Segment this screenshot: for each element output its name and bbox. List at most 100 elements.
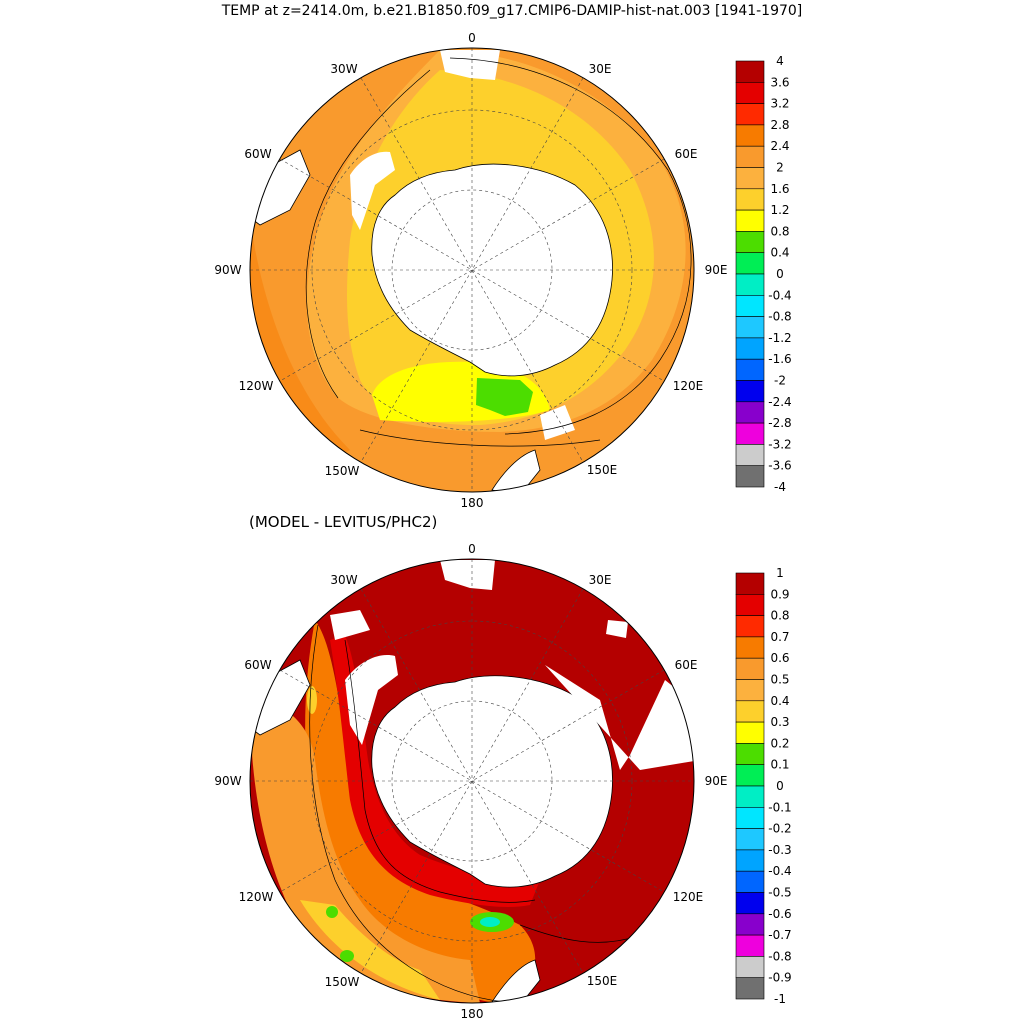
bottom-colorbar-label: 0.3: [770, 715, 789, 729]
top-colorbar-label: -2: [774, 374, 786, 388]
bottom-colorbar-swatch: [735, 956, 765, 979]
bottom-colorbar-label: 0: [776, 779, 784, 793]
bottom-colorbar: 1 0.9 0.8 0.7 0.6 0.5 0.4 0.3 0.2 0.1 0 -0.1 -0.2 -0.…: [735, 566, 792, 1006]
top-new-zealand: [491, 449, 541, 492]
bottom-lon-label: 180: [461, 1007, 484, 1021]
top-colorbar-label: 0.4: [770, 246, 789, 260]
bottom-lon-label: 120E: [673, 890, 704, 904]
top-colorbar-label: -1.6: [768, 352, 791, 366]
top-colorbar-label: -3.2: [768, 437, 791, 451]
top-colorbar-label: 0.8: [770, 224, 789, 238]
bottom-colorbar-label: 0.2: [770, 736, 789, 750]
top-colorbar-label: 4: [776, 54, 784, 68]
top-lon-label: 60E: [675, 147, 698, 161]
bottom-colorbar-swatch: [735, 870, 765, 893]
bottom-colorbar-swatch: [735, 806, 765, 829]
bottom-meridian-120: [279, 669, 665, 893]
bottom-lon-label: 120W: [239, 890, 274, 904]
bottom-lon-label: 60E: [675, 658, 698, 672]
top-colorbar-label: -2.8: [768, 416, 791, 430]
bottom-meridian-60: [279, 669, 665, 893]
bottom-colorbar-label: 0.9: [770, 587, 789, 601]
bottom-field-green-spot-2: [340, 950, 354, 962]
bottom-colorbar-label: 0.5: [770, 673, 789, 687]
top-lon-label: 120W: [239, 379, 274, 393]
bottom-field-yellow: [300, 900, 440, 1000]
bottom-colorbar-label: 0.6: [770, 651, 789, 665]
bottom-meridian-30: [360, 588, 584, 974]
top-colorbar-swatch: [735, 465, 765, 488]
bottom-colorbar-label: -0.2: [768, 822, 791, 836]
bottom-colorbar-swatch: [735, 913, 765, 936]
top-lon-label: 30E: [589, 62, 612, 76]
top-meridian-150: [360, 77, 584, 463]
top-lon-label: 90W: [214, 263, 241, 277]
top-coast-gap-north: [440, 50, 500, 80]
bottom-colorbar-label: -0.3: [768, 843, 791, 857]
top-colorbar-label: 0: [776, 267, 784, 281]
bottom-colorbar-swatch: [735, 849, 765, 872]
bottom-contour-1: [309, 624, 506, 1003]
bottom-colorbar-swatch: [735, 679, 765, 702]
top-colorbar-label: 2.8: [770, 118, 789, 132]
bottom-lon-label: 60W: [244, 658, 271, 672]
bottom-colorbar-label: 1: [776, 566, 784, 580]
top-longitude-labels: 0 30E 60E 90E 120E 150E 180 150W 120W 90…: [214, 31, 727, 510]
figure-title: TEMP at z=2414.0m, b.e21.B1850.f09_g17.C…: [221, 3, 803, 19]
bottom-colorbar-swatch: [735, 636, 765, 659]
top-lon-label: 60W: [244, 147, 271, 161]
bottom-new-zealand: [491, 959, 541, 1003]
bottom-field-yellow-spot: [307, 686, 317, 714]
bottom-field-red: [330, 635, 540, 907]
bottom-coast-gap-ne: [606, 620, 628, 638]
top-lon-label: 150E: [587, 463, 618, 477]
difference-subtitle: (MODEL - LEVITUS/PHC2): [249, 513, 438, 531]
top-lon-label: 180: [461, 496, 484, 510]
bottom-colorbar-label: -0.8: [768, 949, 791, 963]
bottom-colorbar-swatch: [735, 700, 765, 723]
top-field-green: [476, 378, 533, 416]
bottom-colorbar-swatch: [735, 785, 765, 808]
bottom-coast-gap-east: [545, 665, 694, 770]
bottom-colorbar-swatch: [735, 572, 765, 595]
top-map-field: [250, 48, 694, 492]
bottom-colorbar-label: 0.8: [770, 609, 789, 623]
bottom-colorbar-swatch: [735, 764, 765, 787]
top-colorbar-label: 3.2: [770, 97, 789, 111]
bottom-colorbar-swatch: [735, 657, 765, 680]
top-map-border: [249, 47, 695, 493]
top-lat-circle-2: [311, 109, 633, 431]
bottom-lon-label: 30E: [589, 573, 612, 587]
top-colorbar: 4 3.6 3.2 2.8 2.4 2 1.6 1.2 0.8 0.4 0 -0.4 -0.8 -1.2 -…: [735, 54, 792, 494]
top-colorbar-label: -1.2: [768, 331, 791, 345]
bottom-map-border: [249, 558, 695, 1004]
bottom-lon-label: 30W: [330, 573, 357, 587]
top-lon-label: 90E: [705, 263, 728, 277]
bottom-colorbar-label: -1: [774, 992, 786, 1006]
bottom-colorbar-label: -0.5: [768, 886, 791, 900]
bottom-coast-gap-nw: [330, 610, 370, 640]
bottom-field-green-spot-1: [326, 906, 338, 918]
top-colorbar-label: -3.6: [768, 459, 791, 473]
top-colorbar-label: -2.4: [768, 395, 791, 409]
top-colorbar-label: 2.4: [770, 139, 789, 153]
bottom-colorbar-swatch: [735, 828, 765, 851]
bottom-lon-label: 0: [468, 542, 476, 556]
bottom-contour-2: [344, 639, 536, 903]
top-lon-label: 120E: [673, 379, 704, 393]
top-colorbar-label: 2: [776, 161, 784, 175]
top-lon-label: 0: [468, 31, 476, 45]
bottom-map-field: [250, 559, 694, 1003]
top-meridian-60: [279, 158, 665, 382]
bottom-colorbar-label: 0.4: [770, 694, 789, 708]
bottom-longitude-labels: 0 30E 60E 90E 120E 150E 180 150W 120W 90…: [214, 542, 727, 1021]
top-coast-gap-west: [350, 151, 395, 230]
bottom-colorbar-swatch: [735, 721, 765, 744]
bottom-colorbar-label: -0.1: [768, 800, 791, 814]
bottom-lat-circle-2: [311, 620, 633, 942]
bottom-colorbar-label: -0.9: [768, 971, 791, 985]
bottom-colorbar-label: -0.7: [768, 928, 791, 942]
bottom-colorbar-label: -0.4: [768, 864, 791, 878]
